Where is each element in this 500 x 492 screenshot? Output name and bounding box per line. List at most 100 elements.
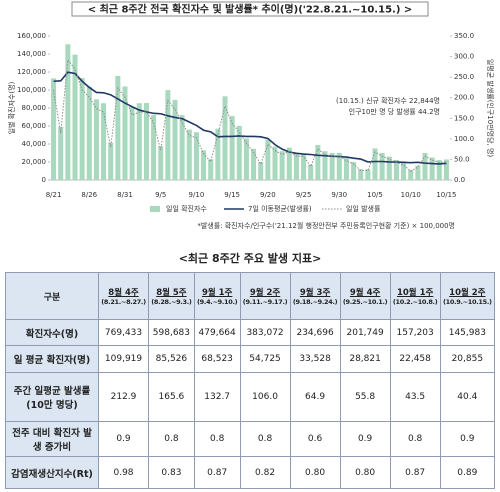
header-cell: 9월 3주 (9.18.~9.24.) xyxy=(289,272,341,320)
x-tick-label: 8/31 xyxy=(117,191,133,199)
bar xyxy=(322,151,328,180)
table-row: 전주 대비 확진자 발생 증가비 0.9 0.8 0.8 0.8 0.6 0.9 0.8 0.9 xyxy=(5,421,496,457)
table-cell: 109,919 xyxy=(97,345,150,373)
table-cell: 106.0 xyxy=(239,372,291,422)
table-row: 일 평균 확진자(명) 109,919 85,526 68,523 54,725 33,5… xyxy=(5,345,496,373)
legend-item: 일일 확진자수 xyxy=(150,204,207,213)
bar xyxy=(265,139,271,180)
bar xyxy=(272,146,278,180)
bar xyxy=(279,151,285,180)
table-cell: 212.9 xyxy=(97,372,150,422)
table-cell: 20,855 xyxy=(439,345,496,373)
bar xyxy=(201,150,207,180)
dotted-line xyxy=(53,58,447,172)
week-name: 9월 2주 xyxy=(249,288,281,298)
x-tick-label: 9/5 xyxy=(155,191,166,199)
x-tick-label: 9/15 xyxy=(224,191,240,199)
row-label: 전주 대비 확진자 발생 증가비 xyxy=(5,421,99,457)
header-cell: 9월 4주 (9.25.~10.1.) xyxy=(339,272,391,320)
x-tick-label: 8/26 xyxy=(81,191,97,199)
table-cell: 0.8 xyxy=(239,421,291,457)
row-label: 일 평균 확진자(명) xyxy=(5,345,99,373)
table-cell: 0.9 xyxy=(97,421,150,457)
y-tick-label: 20,000 xyxy=(22,158,47,166)
bar xyxy=(129,106,135,180)
x-tick-label: 10/15 xyxy=(436,191,456,199)
table-cell: 28,821 xyxy=(339,345,391,373)
bar xyxy=(365,169,371,180)
table-cell: 54,725 xyxy=(239,345,291,373)
header-cell: 9월 1주 (9.4.~9.10.) xyxy=(193,272,241,320)
table-title: <최근 8주간 주요 발생 지표> xyxy=(178,252,322,265)
table-cell: 22,458 xyxy=(389,345,441,373)
y-tick-label: 160,000 xyxy=(17,32,46,40)
table-cell: 85,526 xyxy=(148,345,195,373)
y-tick-label: 0 xyxy=(42,176,46,184)
bar xyxy=(108,142,114,180)
bar xyxy=(315,144,321,180)
bar xyxy=(286,147,292,180)
bar xyxy=(329,153,335,180)
header-cell: 10월 2주 (10.9.~10.15.) xyxy=(439,272,496,320)
table-cell: 40.4 xyxy=(439,372,496,422)
y2-tick-label: 350.0 xyxy=(454,32,474,40)
bar xyxy=(372,148,378,180)
week-name: 9월 1주 xyxy=(201,288,233,298)
legend-label: 일일 발생률 xyxy=(346,204,381,213)
bar xyxy=(51,78,57,180)
table-cell: 0.89 xyxy=(439,456,496,489)
bar xyxy=(101,103,107,180)
footnote: *발생률: 확진자수/인구수('21.12월 행정안전부 주민등록인구현황 기준… xyxy=(197,221,455,230)
y-tick-label: 100,000 xyxy=(17,86,46,94)
x-tick-label: 10/5 xyxy=(367,191,383,199)
bar xyxy=(186,129,192,180)
table-cell: 64.9 xyxy=(289,372,341,422)
table-cell: 383,072 xyxy=(239,319,291,346)
week-range: (8.28.~9.3.) xyxy=(151,298,192,306)
y2-tick-label: 50.0 xyxy=(454,155,470,163)
annotation: 인구10만 명 당 발생률 44.2명 xyxy=(349,107,440,116)
y-axis-label: 일별 확진자수(명) xyxy=(7,81,16,134)
week-range: (9.25.~10.1.) xyxy=(342,298,388,306)
x-tick-label: 9/20 xyxy=(260,191,276,199)
table-cell: 0.83 xyxy=(148,456,195,489)
row-label: 확진자수(명) xyxy=(5,319,99,346)
bar xyxy=(86,86,92,180)
table-cell: 55.8 xyxy=(339,372,391,422)
bar xyxy=(229,116,235,180)
week-range: (9.4.~9.10.) xyxy=(197,298,238,306)
y2-tick-label: 150.0 xyxy=(454,114,474,122)
bar xyxy=(429,157,435,180)
bar xyxy=(386,156,392,180)
header-row: 구분 8월 4주 (8.21.~8.27.) 8월 5주 (8.28.~9.3.) 9월 … xyxy=(5,272,496,320)
bar xyxy=(165,90,171,180)
week-range: (10.2.~10.8.) xyxy=(392,298,438,306)
table-row: 감염재생산지수(Rt) 0.98 0.83 0.87 0.82 0.80 0.80 0.87 0… xyxy=(5,456,496,489)
legend-item: 일일 발생률 xyxy=(322,204,381,213)
table-cell: 165.6 xyxy=(148,372,195,422)
bar xyxy=(343,158,349,180)
bar xyxy=(65,44,71,180)
indicator-table: 구분 8월 4주 (8.21.~8.27.) 8월 5주 (8.28.~9.3.) 9월 … xyxy=(5,272,496,489)
bar xyxy=(143,103,149,180)
table-cell: 234,696 xyxy=(289,319,341,346)
table-row: 주간 일평균 발생률(10만 명당) 212.9 165.6 132.7 106.0 64… xyxy=(5,372,496,422)
bar xyxy=(115,75,121,180)
bar xyxy=(251,148,257,180)
title-box xyxy=(71,1,429,17)
week-name: 8월 4주 xyxy=(108,288,139,298)
bar xyxy=(236,126,242,180)
week-name: 9월 3주 xyxy=(299,288,331,298)
week-range: (9.18.~9.24.) xyxy=(292,298,338,306)
table-cell: 769,433 xyxy=(97,319,150,346)
x-tick-label: 9/10 xyxy=(189,191,205,199)
table-cell: 0.80 xyxy=(289,456,341,489)
y-tick-label: 120,000 xyxy=(17,68,46,76)
bar xyxy=(72,54,78,181)
bar xyxy=(208,159,214,180)
x-tick-label: 8/21 xyxy=(46,191,62,199)
table-cell: 0.8 xyxy=(389,421,441,457)
header-cell: 9월 2주 (9.11.~9.17.) xyxy=(239,272,291,320)
bar xyxy=(336,153,342,180)
header-cell: 8월 4주 (8.21.~8.27.) xyxy=(97,272,150,320)
